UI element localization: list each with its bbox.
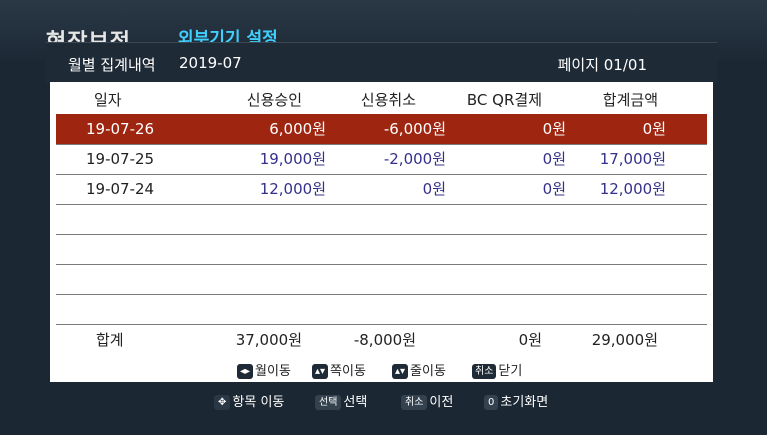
empty-row (56, 294, 707, 325)
table-row[interactable]: 19-07-24 12,000원 0원 0원 12,000원 (56, 174, 707, 205)
hint-label: 닫기 (498, 364, 523, 379)
hint-close[interactable]: 취소 닫기 (472, 360, 522, 379)
empty-row (56, 264, 707, 295)
footer-prev[interactable]: 취소 이전 (401, 391, 453, 410)
row-credit-approval: 19,000원 (259, 150, 326, 168)
row-date: 19-07-25 (86, 150, 155, 168)
header-bc-qr: BC QR결제 (466, 91, 542, 109)
empty-row (56, 204, 707, 235)
footer-home[interactable]: 0 초기화면 (484, 391, 548, 410)
empty-row (56, 234, 707, 265)
select-key-icon: 선택 (315, 395, 342, 410)
left-right-arrows-icon: ◂▸ (237, 364, 254, 379)
row-credit-cancel: -2,000원 (383, 150, 446, 168)
up-down-arrows-icon: ▴▾ (312, 364, 329, 379)
header-credit-cancel: 신용취소 (360, 91, 416, 109)
totals-total: 29,000원 (591, 331, 658, 349)
popup-month: 2019-07 (179, 54, 242, 72)
row-total: 12,000원 (599, 180, 666, 198)
row-bc-qr: 0원 (542, 150, 566, 168)
hint-label: 쪽이동 (330, 364, 366, 379)
popup-title: 월별 집계내역 (68, 56, 156, 74)
hint-label: 월이동 (255, 364, 291, 379)
hint-line-move[interactable]: ▴▾ 줄이동 (392, 360, 446, 379)
row-credit-approval: 12,000원 (259, 180, 326, 198)
page-indicator: 페이지 01/01 (557, 56, 647, 74)
row-total: 17,000원 (599, 150, 666, 168)
header-credit-approval: 신용승인 (246, 91, 302, 109)
row-credit-approval: 6,000원 (269, 120, 326, 138)
row-bc-qr: 0원 (542, 120, 566, 138)
dpad-icon: ✥ (214, 395, 231, 410)
footer-label: 항목 이동 (232, 395, 285, 410)
cancel-key-icon: 취소 (401, 395, 428, 410)
header-date: 일자 (94, 91, 122, 109)
table-header: 일자 신용승인 신용취소 BC QR결제 합계금액 (56, 85, 707, 115)
hint-label: 줄이동 (410, 364, 446, 379)
up-down-arrows-icon: ▴▾ (392, 364, 409, 379)
hint-page-move[interactable]: ▴▾ 쪽이동 (312, 360, 366, 379)
footer-select[interactable]: 선택 선택 (315, 391, 367, 410)
footer-move[interactable]: ✥ 항목 이동 (214, 391, 284, 410)
totals-row: 합계 37,000원 -8,000원 0원 29,000원 (56, 325, 707, 355)
totals-bc-qr: 0원 (518, 331, 542, 349)
header-total: 합계금액 (602, 91, 658, 109)
footer-bar: ✥ 항목 이동 선택 선택 취소 이전 0 초기화면 (0, 385, 767, 417)
row-credit-cancel: 0원 (422, 180, 446, 198)
popup-header: 월별 집계내역 2019-07 페이지 01/01 (46, 42, 717, 83)
totals-label: 합계 (96, 331, 124, 349)
key-hint-bar: ◂▸ 월이동 ▴▾ 쪽이동 ▴▾ 줄이동 취소 닫기 (165, 356, 595, 382)
footer-label: 초기화면 (500, 395, 549, 410)
row-date: 19-07-26 (86, 120, 155, 138)
totals-credit-cancel: -8,000원 (353, 331, 416, 349)
row-total: 0원 (642, 120, 666, 138)
zero-key-icon: 0 (484, 395, 499, 410)
table-row-selected[interactable]: 19-07-26 6,000원 -6,000원 0원 0원 (56, 114, 707, 145)
table-row[interactable]: 19-07-25 19,000원 -2,000원 0원 17,000원 (56, 144, 707, 175)
footer-label: 선택 (343, 395, 368, 410)
row-date: 19-07-24 (86, 180, 155, 198)
cancel-key-icon: 취소 (472, 364, 497, 379)
hint-month-move[interactable]: ◂▸ 월이동 (237, 360, 291, 379)
footer-label: 이전 (429, 395, 454, 410)
row-credit-cancel: -6,000원 (383, 120, 446, 138)
totals-credit-approval: 37,000원 (235, 331, 302, 349)
row-bc-qr: 0원 (542, 180, 566, 198)
summary-panel: 일자 신용승인 신용취소 BC QR결제 합계금액 19-07-26 6,000… (50, 82, 713, 382)
